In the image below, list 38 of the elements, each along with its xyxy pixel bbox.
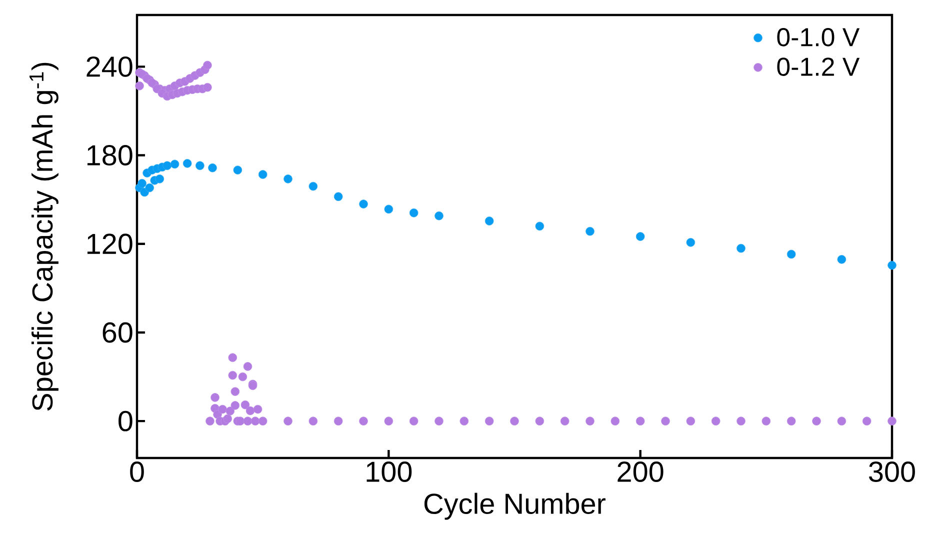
x-tick-label: 300 xyxy=(869,462,915,482)
legend-label: 0-1.0 V xyxy=(777,28,860,46)
y-tick-label: 0 xyxy=(118,410,132,432)
point xyxy=(586,226,594,236)
point xyxy=(308,182,318,191)
point xyxy=(155,174,164,184)
point xyxy=(384,204,394,214)
y-tick-label: 120 xyxy=(87,234,132,254)
point xyxy=(786,250,796,259)
point xyxy=(434,211,444,220)
point xyxy=(334,192,343,202)
y-tick-label: 180 xyxy=(87,145,132,166)
y-tick-label: 240 xyxy=(86,56,132,77)
y-tick-label: 60 xyxy=(102,322,132,343)
y-axis-title: Specific Capacity (mAh g$^{-1}$) xyxy=(30,62,58,411)
x-axis-title: Cycle Number xyxy=(424,492,606,520)
point xyxy=(138,178,146,188)
point xyxy=(409,208,418,218)
point xyxy=(837,254,846,264)
x-tick-label: 200 xyxy=(618,462,664,482)
legend-label: 0-1.2 V xyxy=(777,58,860,76)
point xyxy=(170,160,180,169)
point xyxy=(535,222,544,231)
point xyxy=(284,174,292,184)
point xyxy=(686,238,696,247)
point xyxy=(145,183,154,192)
point xyxy=(182,159,192,168)
point xyxy=(888,260,896,270)
point xyxy=(359,200,368,208)
point xyxy=(233,166,242,174)
point xyxy=(208,163,217,172)
point xyxy=(258,170,268,179)
point xyxy=(484,216,494,226)
point xyxy=(162,161,172,170)
point xyxy=(196,161,204,170)
point xyxy=(736,244,746,253)
point xyxy=(636,232,645,241)
x-tick-label: 100 xyxy=(366,462,412,482)
